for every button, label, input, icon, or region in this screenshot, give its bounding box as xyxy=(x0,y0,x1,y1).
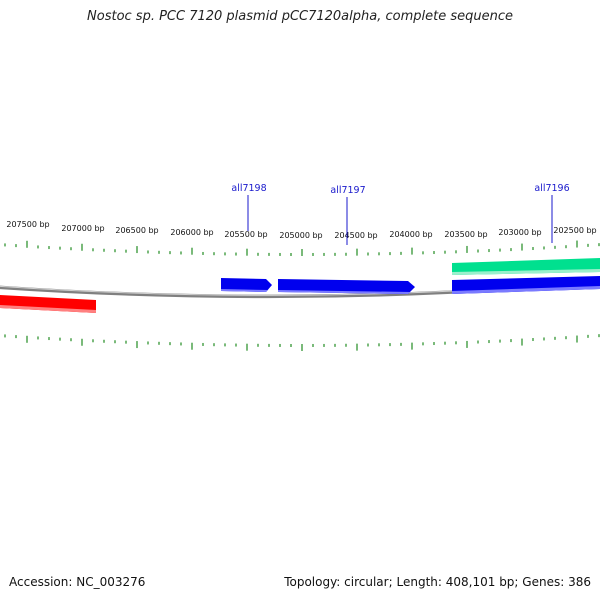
scale-label-204000: 204000 bp xyxy=(389,230,432,239)
gene-arrow-all7197 xyxy=(278,279,415,294)
scale-label-203000: 203000 bp xyxy=(498,228,541,237)
scale-label-205500: 205500 bp xyxy=(224,230,267,239)
accession-value: NC_003276 xyxy=(76,575,146,589)
sequence-stats: Topology: circular; Length: 408,101 bp; … xyxy=(284,575,591,589)
scale-label-203500: 203500 bp xyxy=(444,230,487,239)
gene-label-all7196: all7196 xyxy=(534,183,569,194)
scale-labels: 207500 bp 207000 bp 206500 bp 206000 bp … xyxy=(6,220,596,240)
map-title: Nostoc sp. PCC 7120 plasmid pCC7120alpha… xyxy=(87,9,513,24)
accession-info: Accession: NC_003276 xyxy=(9,575,145,589)
gene-arrow-all7198-shade xyxy=(221,289,268,292)
length-label: Length: xyxy=(396,575,442,589)
scale-label-206000: 206000 bp xyxy=(170,228,213,237)
gene-label-all7198: all7198 xyxy=(231,183,266,194)
topology-value: circular xyxy=(344,575,389,589)
gene-arrow-all7196-shade xyxy=(452,286,600,294)
outer-tick-marks xyxy=(4,240,600,256)
scale-label-207500: 207500 bp xyxy=(6,220,49,229)
gene-arrow-red-shade xyxy=(0,305,96,313)
scale-label-207000: 207000 bp xyxy=(61,224,104,233)
inner-tick-marks xyxy=(4,334,600,351)
gene-label-leaders xyxy=(247,195,553,245)
stats-separator-2: ; xyxy=(514,575,519,589)
gene-arrow-forward-green-shade xyxy=(452,269,600,275)
scale-label-204500: 204500 bp xyxy=(334,231,377,240)
topology-label: Topology: xyxy=(284,575,341,589)
scale-label-205000: 205000 bp xyxy=(279,231,322,240)
genes-value: 386 xyxy=(568,575,591,589)
genes-label: Genes: xyxy=(522,575,565,589)
gene-arrow-all7197-shade xyxy=(278,290,411,294)
accession-label: Accession: xyxy=(9,575,73,589)
scale-label-202500: 202500 bp xyxy=(553,226,596,235)
length-value: 408,101 bp xyxy=(445,575,515,589)
gene-label-all7197: all7197 xyxy=(330,185,365,196)
scale-label-206500: 206500 bp xyxy=(115,226,158,235)
gene-arrow-all7198 xyxy=(221,278,272,292)
stats-separator-1: ; xyxy=(388,575,393,589)
